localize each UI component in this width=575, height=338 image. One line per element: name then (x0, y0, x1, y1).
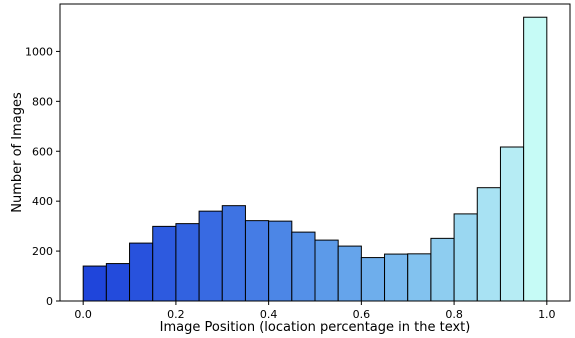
histogram-bar (523, 16, 548, 302)
x-tick-label: 0.0 (74, 308, 92, 321)
histogram-bar (82, 265, 107, 302)
x-tick-label: 0.2 (167, 308, 185, 321)
x-axis-ticks: 0.0 0.2 0.4 0.6 0.8 1.0 (74, 301, 556, 321)
y-tick-label: 400 (32, 195, 53, 208)
plot-frame (59, 3, 571, 302)
histogram-bar (129, 242, 154, 302)
histogram-bar (499, 146, 525, 302)
histogram-bar (384, 253, 409, 302)
y-tick-label: 0 (46, 295, 53, 308)
histogram-bar (244, 220, 270, 302)
histogram-bar (430, 237, 455, 302)
y-axis-ticks: 0 200 400 600 800 1000 (25, 45, 60, 308)
histogram-bar (453, 213, 478, 302)
x-axis-label: Image Position (location percentage in t… (160, 320, 471, 335)
histogram-bars (82, 16, 548, 302)
histogram-bar (152, 225, 177, 302)
x-tick-label: 1.0 (538, 308, 556, 321)
histogram-bar (314, 239, 339, 302)
y-tick-label: 200 (32, 245, 53, 258)
y-tick-label: 600 (32, 145, 53, 158)
histogram-bar (198, 210, 223, 302)
histogram-bar (360, 257, 386, 302)
histogram-bar (268, 220, 293, 302)
y-tick-label: 1000 (25, 45, 53, 58)
histogram-bar (337, 245, 362, 302)
histogram-bar (407, 253, 432, 302)
histogram-bar (476, 187, 501, 302)
y-axis-label: Number of Images (10, 92, 25, 213)
x-tick-label: 0.4 (260, 308, 278, 321)
histogram-bar (221, 205, 246, 302)
x-tick-label: 0.8 (445, 308, 463, 321)
x-tick-label: 0.6 (353, 308, 371, 321)
histogram-bar (175, 223, 200, 302)
histogram-bar (105, 263, 131, 302)
y-tick-label: 800 (32, 95, 53, 108)
histogram-bar (291, 231, 316, 302)
